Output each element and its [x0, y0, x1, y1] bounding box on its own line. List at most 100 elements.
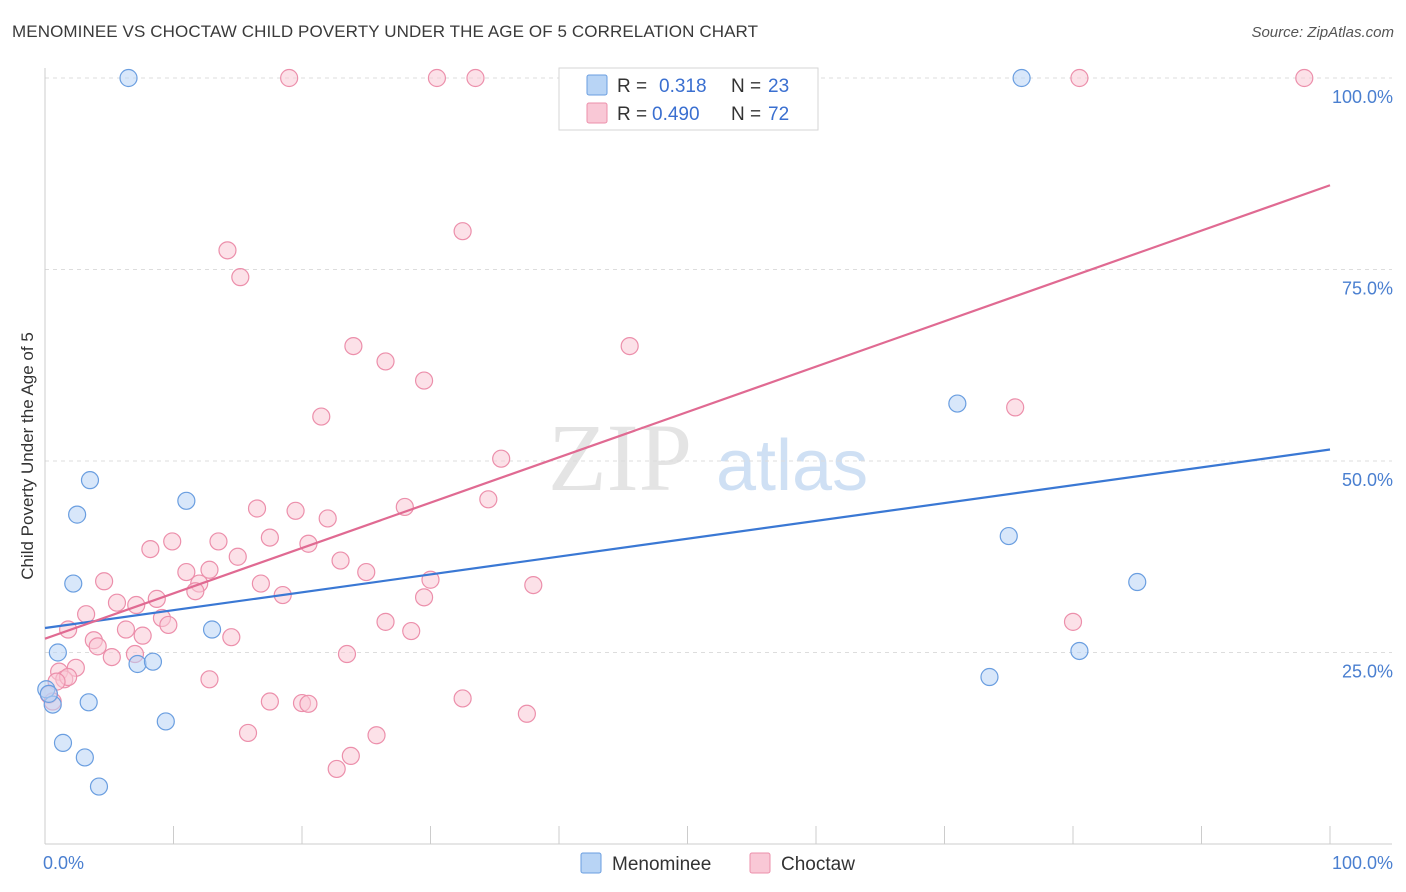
menominee-point	[119, 68, 138, 88]
choctaw-point	[95, 572, 114, 591]
menominee-trendline	[44, 448, 1331, 630]
legend-swatch-choctaw	[586, 102, 608, 124]
choctaw-point	[200, 560, 219, 579]
legend-r-value-menominee: 0.318	[659, 76, 707, 97]
choctaw-point	[414, 588, 434, 607]
y-tick-label: 25.0%	[1342, 662, 1393, 682]
choctaw-point	[1070, 68, 1089, 88]
choctaw-point	[228, 547, 247, 566]
choctaw-point	[133, 626, 152, 645]
choctaw-point	[209, 532, 228, 551]
menominee-point	[999, 526, 1018, 546]
choctaw-point	[177, 562, 196, 582]
choctaw-point	[479, 490, 498, 509]
choctaw-point	[1006, 398, 1025, 417]
choctaw-point	[200, 670, 219, 689]
legend-swatch-menominee	[586, 74, 608, 96]
trendlines	[44, 184, 1331, 640]
axes	[44, 68, 1392, 845]
legend-n-value-choctaw: 72	[768, 104, 789, 125]
bottom-legend-swatch-menominee	[580, 852, 602, 874]
menominee-point	[1070, 641, 1089, 661]
menominee-points	[37, 68, 1147, 796]
choctaw-point	[260, 528, 279, 547]
menominee-point	[89, 777, 109, 796]
choctaw-point	[357, 562, 376, 582]
choctaw-point	[524, 575, 543, 595]
choctaw-point	[1063, 612, 1083, 631]
legend-r-label-menominee: R =	[617, 76, 647, 97]
choctaw-point	[141, 539, 160, 559]
choctaw-point	[517, 704, 536, 723]
choctaw-point	[318, 509, 337, 528]
menominee-point	[48, 643, 67, 662]
legend-n-label-choctaw: N =	[731, 104, 761, 125]
choctaw-point	[231, 268, 250, 287]
legend-r-value-choctaw: 0.490	[652, 104, 700, 125]
bottom-legend-swatch-choctaw	[749, 852, 771, 874]
choctaw-point	[222, 628, 241, 647]
menominee-point	[79, 693, 98, 712]
choctaw-point	[260, 692, 279, 711]
choctaw-trendline	[44, 184, 1331, 640]
choctaw-point	[453, 689, 472, 708]
stats-legend: R = 0.318 N = 23 R = 0.490 N = 72	[558, 67, 819, 131]
choctaw-point	[376, 352, 395, 371]
menominee-point	[980, 667, 999, 687]
menominee-point	[156, 712, 175, 731]
series-legend: Menominee Choctaw	[580, 852, 855, 875]
bottom-legend-label-menominee: Menominee	[612, 854, 711, 875]
choctaw-point	[88, 637, 107, 656]
legend-n-value-menominee: 23	[768, 76, 789, 97]
choctaw-point	[620, 337, 639, 356]
menominee-point	[53, 733, 73, 752]
menominee-point	[39, 684, 58, 703]
legend-r-label-choctaw: R =	[617, 104, 647, 125]
chart-title: MENOMINEE VS CHOCTAW CHILD POVERTY UNDER…	[12, 22, 759, 41]
choctaw-point	[102, 647, 121, 667]
watermark-atlas: atlas	[716, 426, 868, 506]
y-tick-label: 50.0%	[1342, 470, 1393, 490]
menominee-point	[128, 654, 147, 674]
choctaw-point	[402, 621, 421, 641]
bottom-legend-label-choctaw: Choctaw	[781, 854, 855, 875]
menominee-point	[75, 748, 94, 767]
choctaw-point	[327, 759, 346, 779]
y-tick-labels: 25.0% 50.0% 75.0% 100.0%	[1332, 87, 1393, 682]
choctaw-point	[247, 499, 267, 518]
x-tick-label-min: 0.0%	[43, 853, 84, 873]
menominee-point	[80, 471, 100, 490]
choctaw-point	[299, 694, 318, 713]
choctaw-point	[331, 551, 350, 570]
choctaw-point	[367, 726, 386, 745]
menominee-point	[202, 620, 222, 639]
choctaw-point	[492, 449, 511, 468]
y-tick-label: 75.0%	[1342, 279, 1393, 299]
menominee-point	[1012, 68, 1031, 88]
watermark-zip: ZIP	[548, 404, 692, 511]
menominee-point	[1128, 572, 1147, 592]
choctaw-point	[1295, 68, 1314, 88]
choctaw-point	[414, 371, 434, 390]
menominee-point	[948, 394, 967, 413]
choctaw-point	[238, 723, 258, 743]
menominee-point	[143, 652, 163, 671]
choctaw-point	[163, 532, 182, 551]
legend-n-label-menominee: N =	[731, 76, 761, 97]
choctaw-point	[107, 593, 127, 612]
choctaw-point	[312, 407, 331, 426]
choctaw-point	[286, 501, 305, 520]
choctaw-point	[427, 68, 447, 88]
choctaw-point	[376, 612, 395, 631]
choctaw-point	[344, 337, 363, 356]
y-tick-label: 100.0%	[1332, 87, 1393, 107]
menominee-point	[177, 491, 196, 510]
choctaw-point	[337, 644, 357, 664]
choctaw-point	[280, 68, 299, 88]
choctaw-point	[341, 746, 360, 766]
gridlines	[45, 77, 1392, 653]
choctaw-point	[453, 222, 472, 241]
source-credit: Source: ZipAtlas.com	[1251, 24, 1394, 41]
choctaw-point	[218, 241, 237, 260]
